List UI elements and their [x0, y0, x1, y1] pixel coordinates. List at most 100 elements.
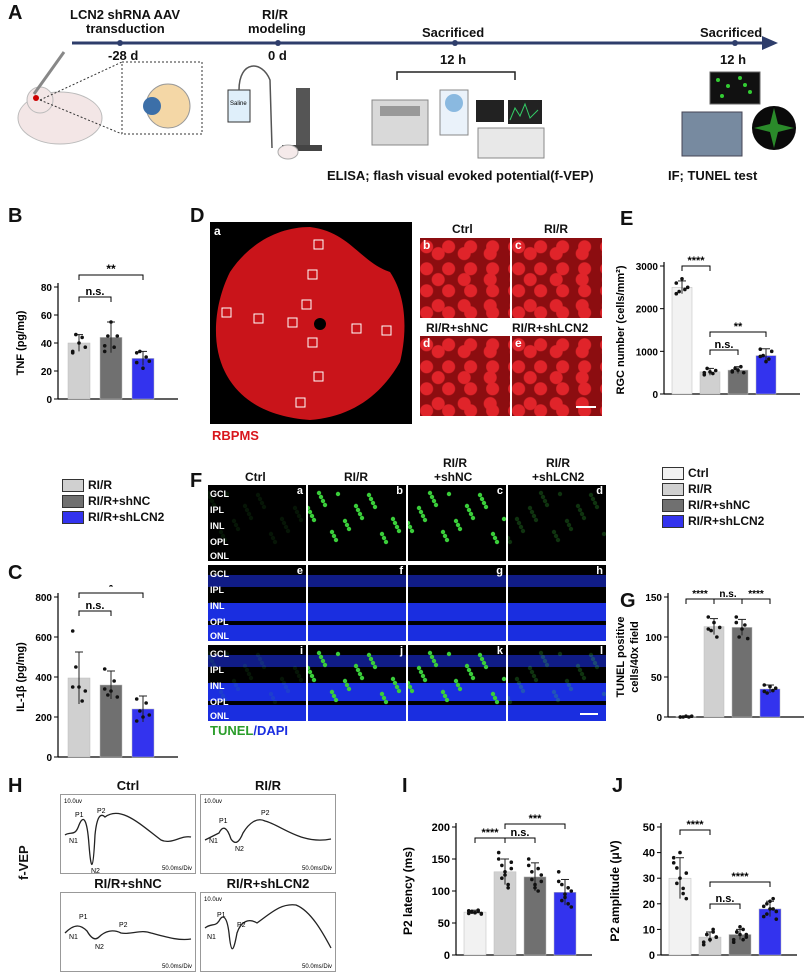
- data-point: [106, 693, 110, 697]
- y-tick-label: 50: [643, 822, 655, 834]
- sig-label: n.s.: [719, 589, 736, 600]
- y-axis-label: TNF (pg/mg): [15, 310, 27, 375]
- vep-waveform: [65, 813, 191, 864]
- sig-label: ****: [748, 589, 764, 600]
- panel-j-letter: J: [612, 775, 623, 798]
- svg-text:Saline: Saline: [230, 101, 247, 107]
- step2-time: 0 d: [268, 48, 287, 63]
- y-tick-label: 800: [35, 593, 52, 604]
- f-col-ctrl: Ctrl: [245, 470, 266, 484]
- data-point: [705, 367, 709, 371]
- data-point: [678, 876, 682, 880]
- data-point: [103, 687, 107, 691]
- timeline-dot-4: [732, 40, 738, 46]
- layer-label: OPL: [210, 697, 229, 707]
- tile-letter: k: [497, 645, 503, 657]
- step2-sub: modeling: [248, 21, 306, 36]
- data-point: [715, 635, 719, 639]
- data-point: [774, 910, 778, 914]
- data-point: [103, 350, 107, 354]
- vep-timebase: 50.0ms/Div: [162, 866, 192, 872]
- peak-label: N2: [235, 846, 244, 853]
- layer-label: INL: [210, 521, 225, 531]
- rbpms-label: RBPMS: [212, 428, 259, 443]
- tunel-tile-l: l: [508, 645, 606, 721]
- data-point: [103, 667, 107, 671]
- peak-label: N2: [91, 868, 100, 873]
- y-axis-label: RGC number (cells/mm²): [615, 265, 627, 394]
- data-point: [711, 372, 715, 376]
- y-tick-label: 0: [444, 950, 450, 962]
- data-point: [762, 915, 766, 919]
- data-point: [677, 290, 681, 294]
- data-point: [509, 867, 513, 871]
- label-d-shlcn2: RI/R+shLCN2: [512, 321, 588, 335]
- peak-label: P2: [119, 922, 128, 929]
- layer-label: GCL: [210, 569, 229, 579]
- sig-label: n.s.: [715, 339, 734, 351]
- legend-bc-shnc: RI/R+shNC: [62, 494, 150, 508]
- y-tick-label: 3000: [636, 262, 659, 273]
- data-point: [533, 886, 537, 890]
- data-point: [144, 701, 148, 705]
- layer-label: IPL: [210, 505, 224, 515]
- step4-title: Sacrificed: [700, 25, 762, 40]
- data-point: [530, 870, 534, 874]
- data-point: [765, 912, 769, 916]
- data-point: [768, 899, 772, 903]
- bar: [732, 627, 752, 717]
- data-point: [746, 637, 750, 641]
- data-point: [738, 933, 742, 937]
- data-point: [684, 897, 688, 901]
- data-point: [681, 892, 685, 896]
- data-point: [467, 909, 471, 913]
- y-tick-label: 600: [35, 633, 52, 644]
- data-point: [138, 709, 142, 713]
- f-col-rir: RI/R: [344, 470, 368, 484]
- data-point: [77, 341, 81, 345]
- data-point: [470, 910, 474, 914]
- step3-time: 12 h: [440, 52, 466, 67]
- data-point: [566, 902, 570, 906]
- tile-letter: l: [600, 645, 603, 657]
- label-d-rir: RI/R: [544, 222, 568, 236]
- peak-label: N1: [69, 838, 78, 845]
- panel-e-letter: E: [620, 208, 633, 231]
- data-point: [115, 334, 119, 338]
- peak-label: N1: [209, 838, 218, 845]
- sig-label: ****: [731, 871, 749, 883]
- step4-time: 12 h: [720, 52, 746, 67]
- data-point: [80, 699, 84, 703]
- sig-label: **: [734, 321, 743, 333]
- data-point: [83, 689, 87, 693]
- legend-bc-shlcn2: RI/R+shLCN2: [62, 510, 164, 524]
- data-point: [678, 715, 682, 719]
- vep-timebase: 50.0ms/Div: [302, 866, 332, 872]
- y-tick-label: 20: [643, 899, 655, 911]
- y-tick-label: 30: [643, 873, 655, 885]
- layer-label: IPL: [210, 585, 224, 595]
- data-point: [734, 615, 738, 619]
- data-point: [112, 679, 116, 683]
- timeline-arrowhead: [762, 36, 778, 50]
- data-point: [768, 685, 772, 689]
- data-point: [536, 867, 540, 871]
- data-point: [539, 873, 543, 877]
- data-point: [672, 861, 676, 865]
- peak-label: P1: [79, 914, 88, 921]
- vep-scale: 10.0uv: [204, 897, 222, 903]
- layer-label: ONL: [210, 631, 229, 641]
- data-point: [762, 690, 766, 694]
- tile-d-e: e: [512, 336, 602, 416]
- sig-label: n.s.: [511, 827, 530, 839]
- data-point: [706, 615, 710, 619]
- data-point: [711, 928, 715, 932]
- data-point: [479, 912, 483, 916]
- data-point: [557, 880, 561, 884]
- microscope-icon: [682, 112, 742, 156]
